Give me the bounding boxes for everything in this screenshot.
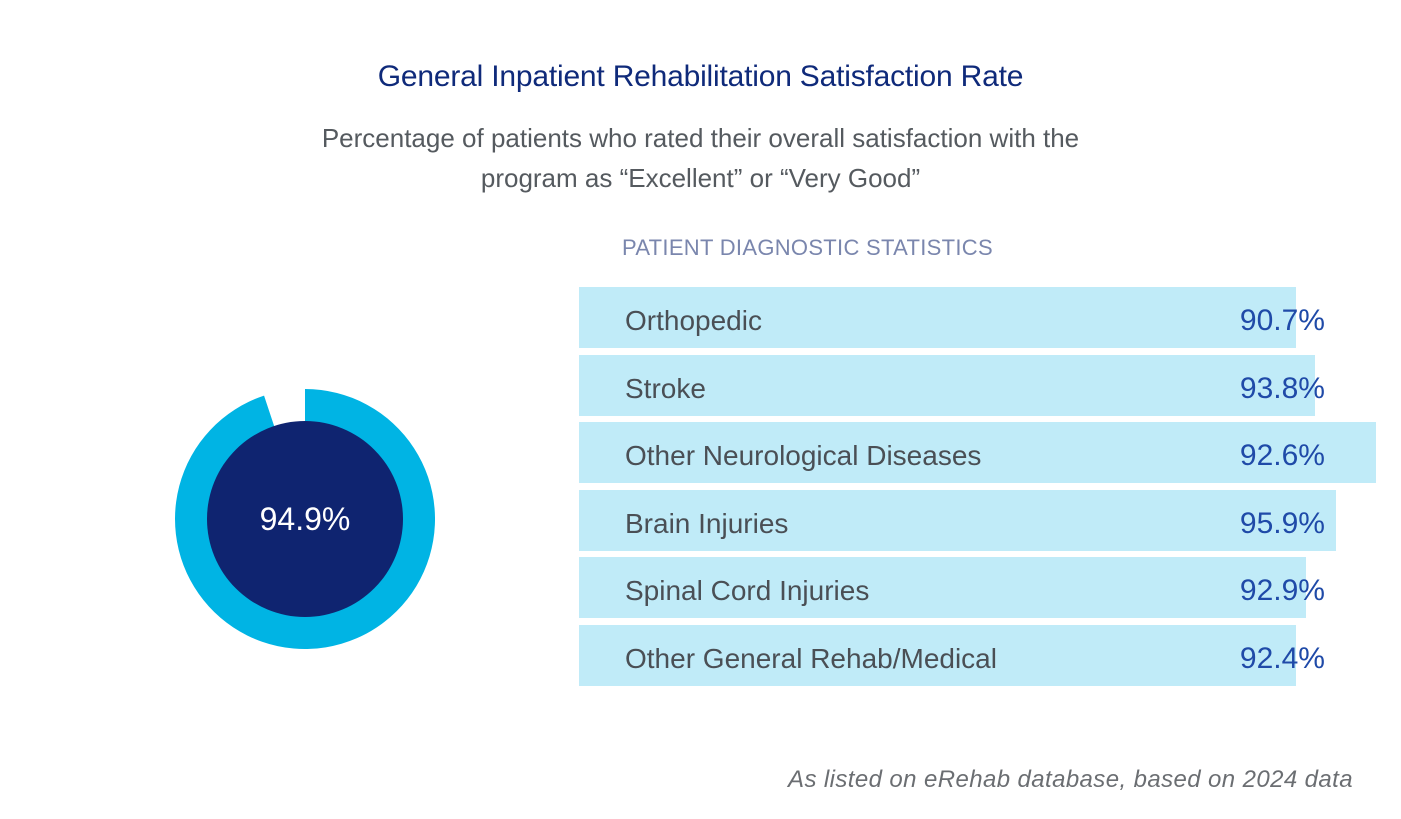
bar-other-neurological-diseases: [579, 422, 1376, 483]
bar-value-label: 92.6%: [1239, 439, 1325, 472]
donut-center-circle: [207, 421, 403, 617]
subtitle-line-1: Percentage of patients who rated their o…: [321, 123, 1080, 153]
bar-row: Other General Rehab/Medical 92.4%: [579, 624, 1379, 686]
chart-subtitle: Percentage of patients who rated their o…: [200, 118, 1201, 198]
satisfaction-donut-chart: [175, 389, 435, 649]
bar-label: Other Neurological Diseases: [625, 440, 982, 471]
diagnostic-bar-chart: Orthopedic 90.7% Stroke 93.8% Other Neurolog…: [579, 287, 1379, 687]
bar-row: Other Neurological Diseases 92.6%: [579, 422, 1379, 483]
bar-row: Orthopedic 90.7%: [579, 287, 1379, 348]
bar-orthopedic: [579, 287, 1296, 348]
bar-other-general-rehab-medical: [579, 624, 1296, 686]
bar-value-label: 95.9%: [1239, 506, 1325, 540]
bar-spinal-cord-injuries: [579, 557, 1306, 618]
bar-stroke: [579, 354, 1315, 416]
bar-chart-heading: PATIENT DIAGNOSTIC STATISTICS: [622, 235, 993, 260]
bar-row: Brain Injuries 95.9%: [579, 489, 1379, 551]
bar-value-label: 90.7%: [1239, 304, 1325, 337]
bar-label: Stroke: [625, 372, 706, 404]
bar-value-label: 92.4%: [1239, 641, 1325, 675]
subtitle-line-2: program as “Excellent” or “Very Good”: [480, 163, 921, 193]
bar-label: Orthopedic: [625, 305, 762, 336]
footnote: As listed on eRehab database, based on 2…: [788, 766, 1353, 793]
bar-label: Brain Injuries: [625, 507, 789, 539]
bar-value-label: 92.9%: [1239, 574, 1325, 607]
bar-label: Other General Rehab/Medical: [625, 642, 997, 674]
bar-row: Spinal Cord Injuries 92.9%: [579, 557, 1379, 618]
donut-value-label: 94.9%: [259, 501, 351, 537]
bar-value-label: 93.8%: [1239, 371, 1325, 405]
bar-label: Spinal Cord Injuries: [625, 575, 870, 606]
bar-brain-injuries: [579, 489, 1336, 551]
bar-row: Stroke 93.8%: [579, 354, 1379, 416]
chart-title: General Inpatient Rehabilitation Satisfa…: [377, 60, 1024, 93]
